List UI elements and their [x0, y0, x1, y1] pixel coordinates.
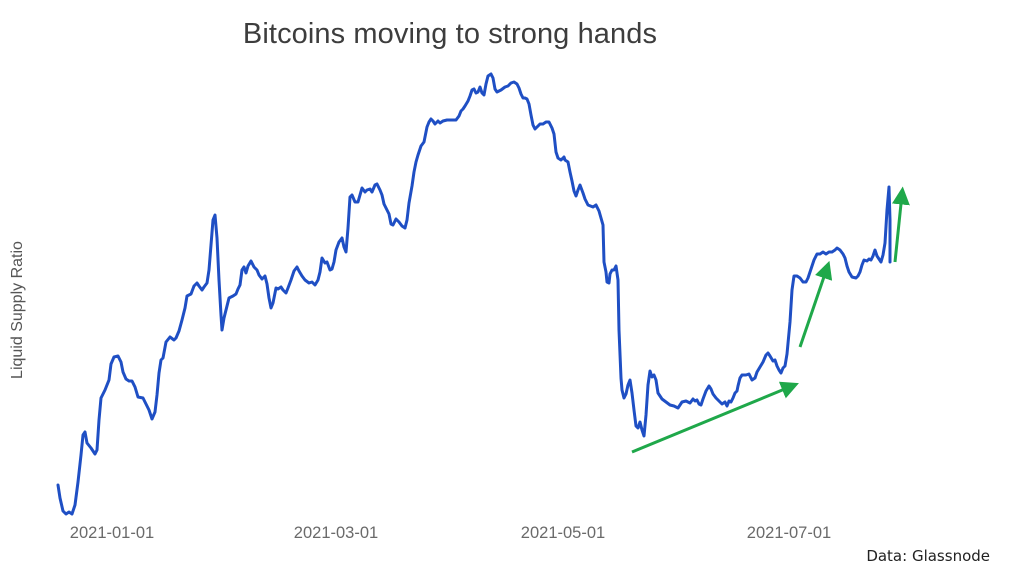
trend-arrow-right: [891, 186, 910, 263]
trend-arrow-bottom: [631, 381, 799, 454]
chart-title: Bitcoins moving to strong hands: [242, 18, 658, 50]
x-tick-label: 2021-03-01: [293, 524, 379, 542]
trend-arrow-middle: [798, 260, 833, 348]
liquid-supply-ratio-line: [56, 72, 892, 516]
x-tick-label: 2021-01-01: [69, 524, 155, 542]
x-tick-label: 2021-07-01: [746, 524, 832, 542]
data-source-credit: Data: Glassnode: [866, 547, 990, 565]
x-tick-label: 2021-05-01: [520, 524, 606, 542]
